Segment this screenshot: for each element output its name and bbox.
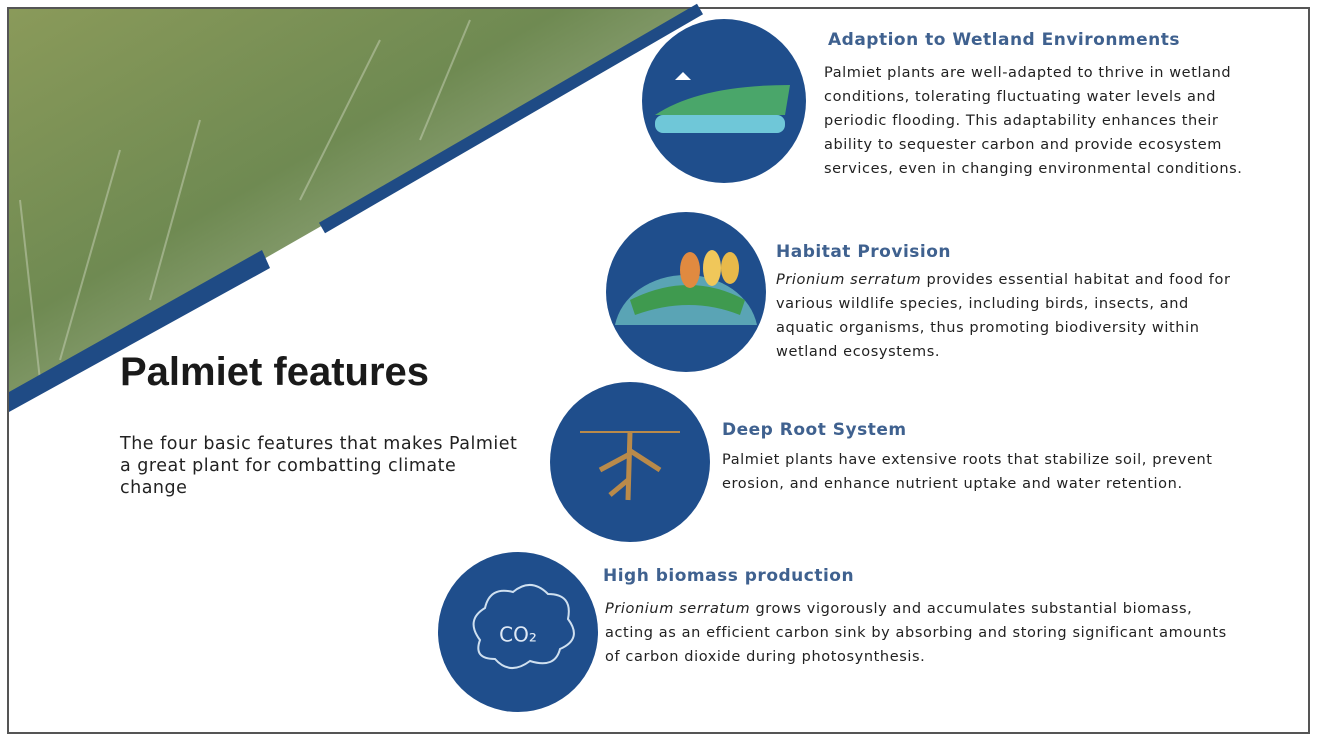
- species-name: Prionium serratum: [776, 272, 921, 288]
- feature-title: Habitat Provision: [776, 242, 951, 262]
- feature-title: Deep Root System: [722, 420, 907, 440]
- species-name: Prionium serratum: [605, 601, 750, 617]
- feature-body: Prionium serratum provides essential hab…: [776, 268, 1236, 364]
- title: Palmiet features: [120, 350, 429, 395]
- feature-title: Adaption to Wetland Environments: [828, 30, 1180, 50]
- subtitle: The four basic features that makes Palmi…: [120, 433, 520, 499]
- icon-label: CO₂: [499, 623, 537, 647]
- page: CO₂ Palmiet features The four basic feat…: [0, 0, 1319, 742]
- feature-title: High biomass production: [603, 566, 854, 586]
- feature-body: Prionium serratum grows vigorously and a…: [605, 597, 1235, 669]
- feature-body: Palmiet plants have extensive roots that…: [722, 448, 1222, 496]
- feature-body: Palmiet plants are well-adapted to thriv…: [824, 61, 1254, 181]
